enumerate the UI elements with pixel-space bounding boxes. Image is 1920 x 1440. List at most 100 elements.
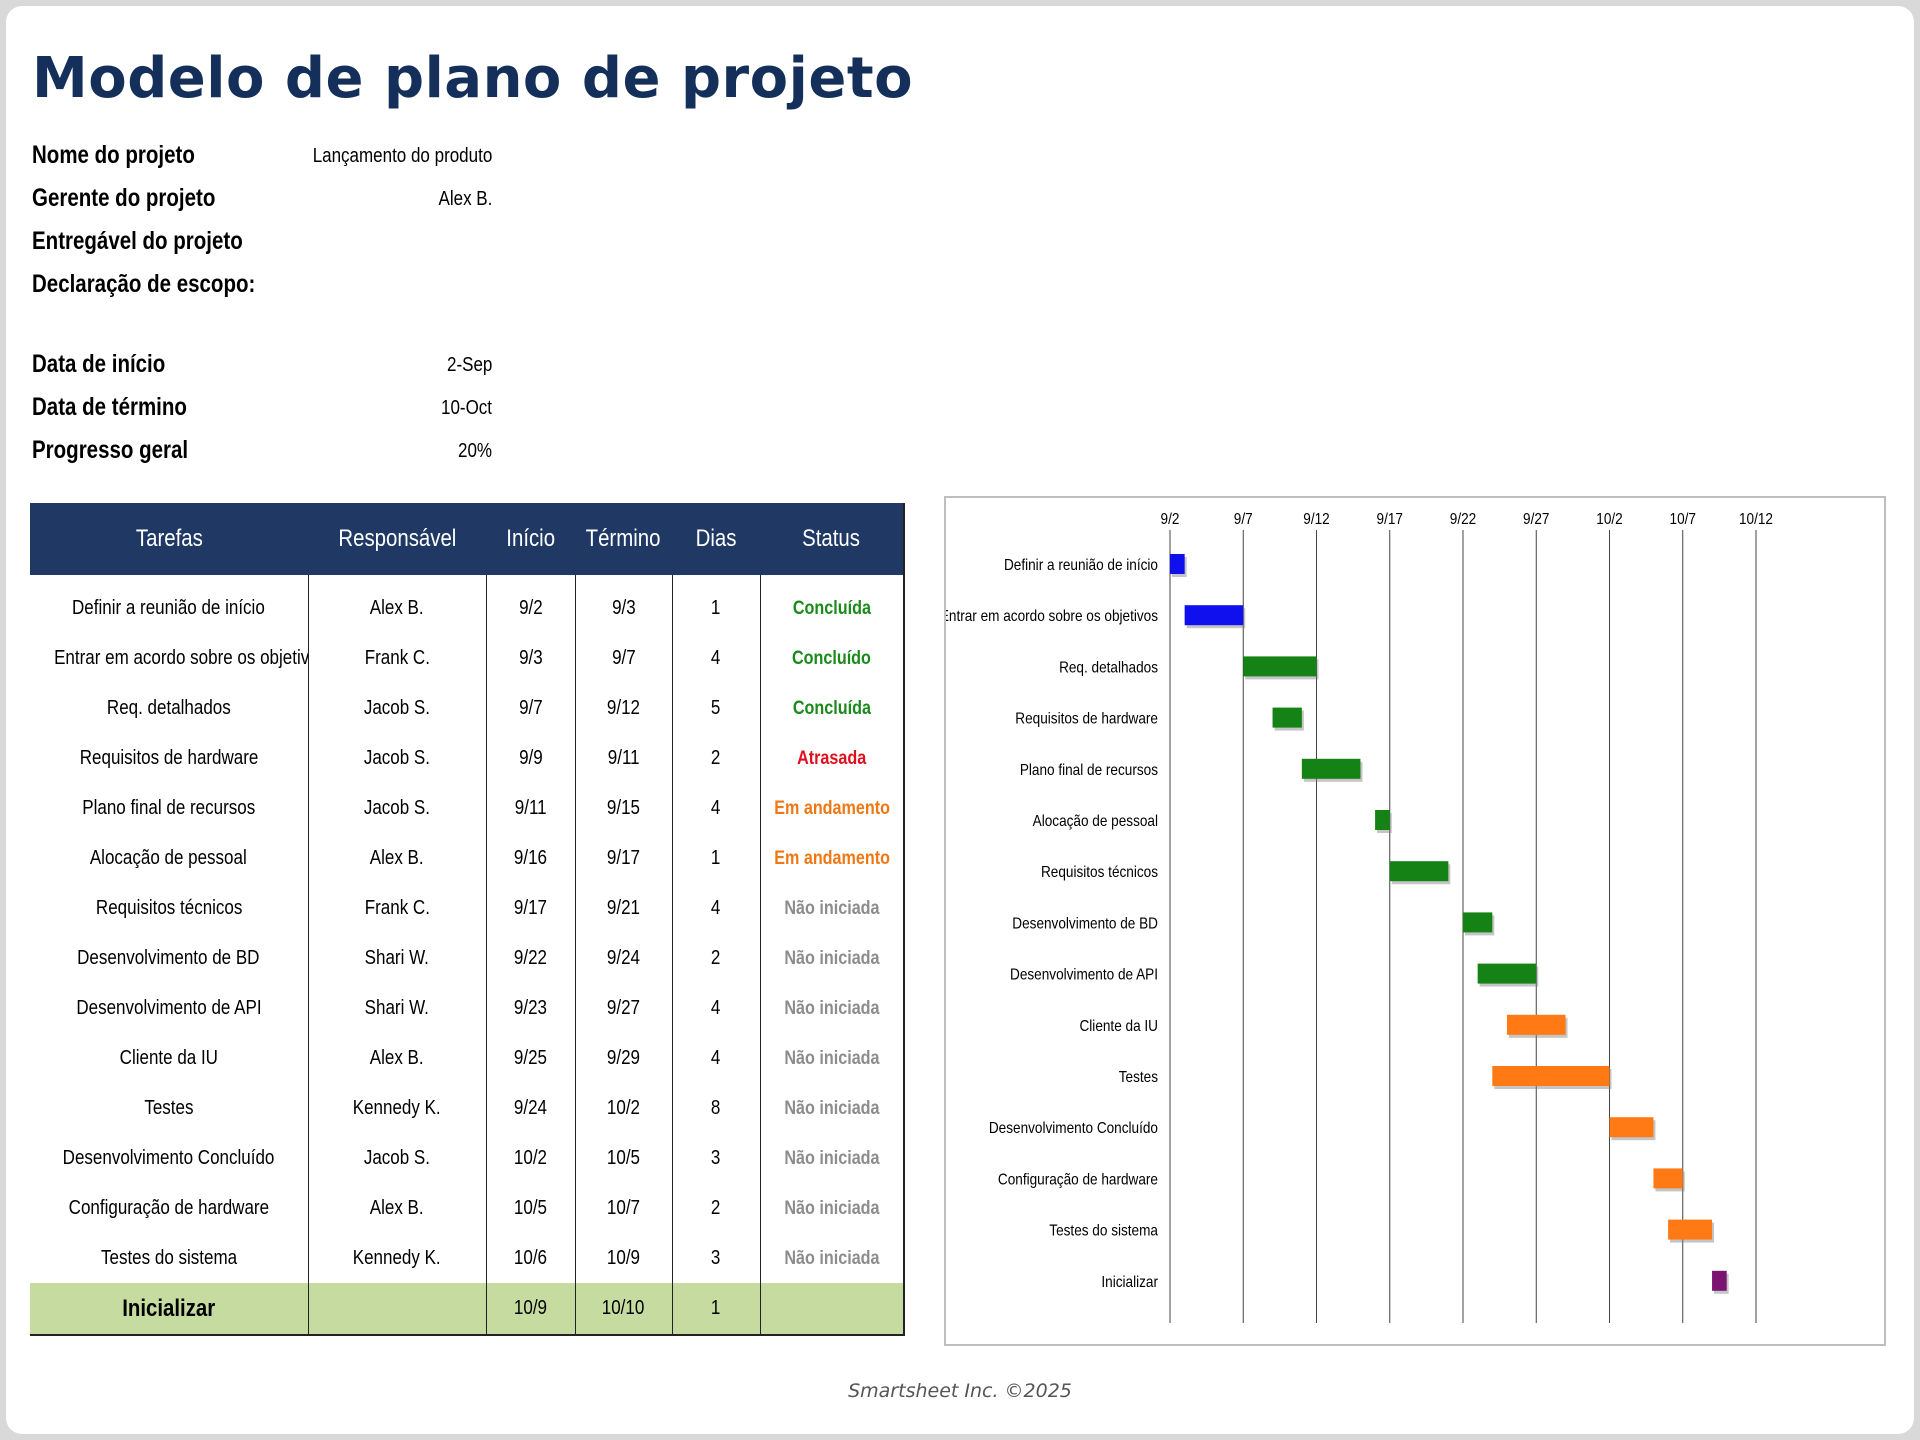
owner-cell: Frank C. <box>307 633 486 683</box>
end-cell: 9/3 <box>574 583 672 633</box>
start-cell: 9/25 <box>485 1033 575 1083</box>
info-label: Nome do projeto <box>32 141 195 169</box>
gantt-bar <box>1712 1270 1727 1291</box>
header-tasks: Tarefas <box>30 503 308 575</box>
gantt-bar <box>1492 1066 1610 1086</box>
info-row: Data de término 10-Oct <box>32 393 492 431</box>
status-cell: Não iniciada <box>759 1183 904 1233</box>
owner-cell: Jacob S. <box>307 1133 486 1183</box>
task-name-cell: Definir a reunião de início <box>72 596 266 619</box>
y-category-label: Entrar em acordo sobre os objetivos <box>946 608 1158 625</box>
owner-cell: Jacob S. <box>307 783 486 833</box>
info-label: Declaração de escopo: <box>32 270 256 298</box>
task-name-cell: Desenvolvimento de BD <box>77 946 260 969</box>
task-name-cell: Req. detalhados <box>106 696 231 719</box>
spacer-cell <box>574 575 672 583</box>
gantt-bar <box>1477 963 1537 984</box>
start-cell: 9/17 <box>485 883 575 933</box>
days-cell: 4 <box>671 633 760 683</box>
info-label: Gerente do projeto <box>32 184 216 212</box>
task-name-cell: Requisitos de hardware <box>79 746 259 769</box>
status-cell: Concluída <box>759 583 904 633</box>
start-cell: 9/2 <box>485 583 575 633</box>
task-name-cell: Cliente da IU <box>119 1046 218 1069</box>
spacer-cell <box>671 575 760 583</box>
end-cell: 10/9 <box>574 1233 672 1283</box>
info-value: Lançamento do produto <box>312 145 492 167</box>
status-cell: Atrasada <box>759 733 904 783</box>
gantt-bar <box>1653 1168 1683 1189</box>
header-days: Dias <box>672 503 760 575</box>
owner-cell: Alex B. <box>307 1183 486 1233</box>
table-header-row: Tarefas Responsável Início Término Dias … <box>30 503 904 575</box>
task-table-body: Definir a reunião de início Alex B. 9/2 9/3… <box>30 575 904 1336</box>
status-cell: Em andamento <box>759 783 904 833</box>
days-cell: 2 <box>671 933 760 983</box>
days-cell: 2 <box>671 733 760 783</box>
info-label: Entregável do projeto <box>32 227 243 255</box>
owner-cell: Alex B. <box>307 583 486 633</box>
start-cell: 10/6 <box>485 1233 575 1283</box>
page-title: Modelo de plano de projeto <box>32 46 914 111</box>
table-row: Entrar em acordo sobre os objetivos Frank… <box>30 633 904 683</box>
end-cell: 9/11 <box>574 733 672 783</box>
info-value: Alex B. <box>438 188 492 210</box>
status-cell: Concluída <box>759 683 904 733</box>
table-row: Desenvolvimento de BD Shari W. 9/22 9/24 2 Nã… <box>30 933 904 983</box>
owner-cell: Alex B. <box>307 833 486 883</box>
days-cell: 4 <box>671 1033 760 1083</box>
gantt-bar <box>1301 758 1361 779</box>
spacer-cell <box>485 575 575 583</box>
header-end: Término <box>575 503 672 575</box>
y-category-label: Alocação de pessoal <box>1033 813 1158 830</box>
info-value: 20% <box>457 440 492 462</box>
task-name-cell: Requisitos técnicos <box>95 896 242 919</box>
end-cell: 9/24 <box>574 933 672 983</box>
final-days-cell: 1 <box>671 1283 760 1336</box>
days-cell: 1 <box>671 583 760 633</box>
task-name-cell: Desenvolvimento Concluído <box>62 1146 275 1169</box>
y-category-label: Inicializar <box>1101 1274 1158 1291</box>
info-row: Data de início 2-Sep <box>32 350 492 388</box>
end-cell: 9/7 <box>574 633 672 683</box>
header-owner: Responsável <box>308 503 486 575</box>
table-row: Desenvolvimento de API Shari W. 9/23 9/27 4 N… <box>30 983 904 1033</box>
table-row: Cliente da IU Alex B. 9/25 9/29 4 Não iniciad… <box>30 1033 904 1083</box>
table-row: Desenvolvimento Concluído Jacob S. 10/2 10/… <box>30 1133 904 1183</box>
end-cell: 10/5 <box>574 1133 672 1183</box>
final-task-name-cell: Inicializar <box>30 1283 308 1336</box>
info-row: Progresso geral 20% <box>32 436 492 474</box>
gantt-bar <box>1170 554 1185 574</box>
end-cell: 9/29 <box>574 1033 672 1083</box>
header-status: Status <box>760 503 904 575</box>
y-category-label: Testes <box>1119 1069 1158 1086</box>
gantt-chart: 9/2 9/7 9/12 9/17 9/22 9/27 10/2 10/7 10/12 Defin… <box>944 496 1886 1346</box>
start-cell: 10/2 <box>485 1133 575 1183</box>
days-cell: 2 <box>671 1183 760 1233</box>
end-cell: 9/21 <box>574 883 672 933</box>
y-category-label: Desenvolvimento de API <box>1010 967 1158 984</box>
owner-cell: Shari W. <box>307 983 486 1033</box>
days-cell: 8 <box>671 1083 760 1133</box>
task-name-cell: Configuração de hardware <box>68 1196 269 1219</box>
final-status-cell <box>759 1283 904 1336</box>
owner-cell: Shari W. <box>307 933 486 983</box>
days-cell: 4 <box>671 883 760 933</box>
y-category-label: Req. detalhados <box>1059 659 1158 676</box>
owner-cell: Kennedy K. <box>307 1083 486 1133</box>
y-category-label: Configuração de hardware <box>998 1171 1158 1188</box>
start-cell: 9/16 <box>485 833 575 883</box>
info-row: Declaração de escopo: <box>32 270 492 308</box>
info-label: Data de término <box>32 393 187 421</box>
status-cell: Não iniciada <box>759 1033 904 1083</box>
x-tick-label: 10/7 <box>1670 511 1696 528</box>
x-tick-label: 9/2 <box>1161 511 1180 528</box>
gantt-bar <box>1389 861 1449 882</box>
final-end-cell: 10/10 <box>574 1283 672 1336</box>
start-cell: 9/11 <box>485 783 575 833</box>
days-cell: 4 <box>671 783 760 833</box>
final-owner-cell <box>307 1283 486 1336</box>
info-value: 10-Oct <box>440 397 492 419</box>
table-row: Requisitos técnicos Frank C. 9/17 9/21 4 Não … <box>30 883 904 933</box>
owner-cell: Jacob S. <box>307 733 486 783</box>
